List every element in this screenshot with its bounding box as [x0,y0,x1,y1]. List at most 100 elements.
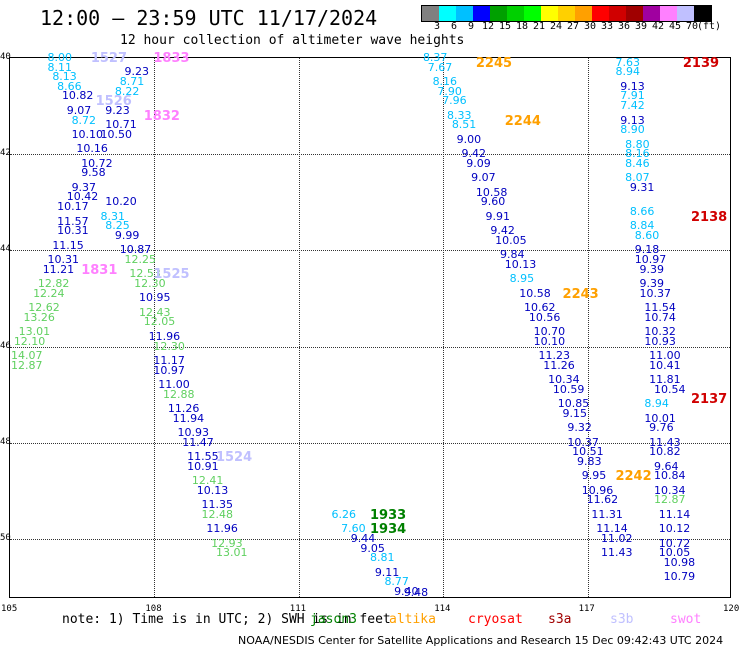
satellite-legend-item: s3a [548,612,572,627]
wave-height-value: 10.16 [76,142,108,156]
footer-note: note: 1) Time is in UTC; 2) SWH is in fe… [62,612,391,627]
wave-height-value: 10.34 [548,373,580,387]
color-scale-tick: (ft) [696,21,722,32]
wave-height-value: 10.58 [519,286,551,300]
pass-time-label: 2139 [682,55,720,71]
wave-height-value: 12.05 [143,315,176,329]
color-swatch [609,6,626,21]
wave-height-value: 9.76 [649,421,674,435]
color-swatch [473,6,490,21]
wave-height-value: 9.11 [374,565,400,579]
pass-time-label: 1934 [370,522,407,538]
wave-height-value: 7.96 [442,94,467,108]
wave-height-value: 10.13 [196,483,229,497]
color-scale-tick: 45 [668,21,682,32]
wave-height-value: 9.32 [567,421,592,435]
wave-height-value: 8.31 [100,209,125,223]
wave-height-value: 9.91 [485,209,511,223]
color-scale-tick: 12 [481,21,495,32]
wave-height-value: 12.87 [11,358,43,372]
wave-height-value: 8.95 [509,272,535,286]
color-scale-tick: 36 [617,21,631,32]
wave-height-value: 11.62 [586,493,619,507]
wave-height-value: 11.54 [644,301,676,315]
satellite-legend-item: swot [670,612,702,627]
wave-height-value: 8.11 [47,60,73,74]
wave-height-value: 11.21 [42,262,75,276]
wave-height-value: 9.95 [581,469,607,483]
wave-height-value: 12.62 [28,301,60,315]
pass-time-label: 2243 [562,286,599,302]
color-swatch [677,6,694,21]
wave-height-value: 10.12 [658,522,691,536]
wave-height-value: 12.30 [134,277,166,291]
wave-height-value: 10.58 [475,185,508,199]
color-scale-tick: 18 [515,21,529,32]
wave-height-value: 10.71 [105,118,137,132]
wave-height-value: 10.10 [71,127,104,141]
wave-height-value: 9.48 [403,586,429,599]
pass-time-label: 2242 [615,469,652,485]
wave-height-value: 8.90 [620,123,645,137]
wave-height-value: 11.81 [649,373,681,387]
lon-label: 111 [289,604,307,614]
wave-height-value: 8.72 [71,113,97,127]
wave-height-value: 8.13 [52,70,77,84]
map-title: 12:00 — 23:59 UTC 11/17/2024 [40,6,378,30]
lon-label: 108 [145,604,162,614]
pass-time-label: 1525 [153,267,190,283]
wave-height-value: 10.31 [47,252,80,266]
color-swatch [439,6,456,21]
lat-label: 48 [0,436,11,447]
lat-label: 44 [0,244,11,255]
wave-height-value: 9.07 [66,103,92,117]
wave-height-value: 11.15 [52,238,84,252]
map-subtitle: 12 hour collection of altimeter wave hei… [120,33,465,48]
color-swatch [422,6,439,21]
wave-height-value: 10.54 [653,382,686,396]
wave-height-value: 8.66 [57,79,82,93]
color-scale-tick: 9 [467,21,475,32]
wave-height-value: 12.24 [33,286,65,300]
wave-height-value: 11.43 [601,546,633,560]
wave-height-value: 13.01 [18,325,51,339]
wave-height-value: 8.16 [432,75,458,89]
lat-label: 46 [0,340,11,351]
lon-gridline [298,58,300,597]
wave-height-value: 10.05 [495,233,527,247]
wave-height-value: 10.13 [504,257,537,271]
wave-height-value: 9.39 [639,277,665,291]
satellite-legend-item: cryosat [468,612,523,627]
wave-height-value: 11.57 [57,214,89,228]
wave-height-value: 9.58 [81,166,106,180]
color-scale-tick: 3 [433,21,441,32]
wave-height-value: 10.72 [658,536,691,550]
wave-height-value: 11.94 [172,411,205,425]
wave-height-value: 8.94 [615,65,640,79]
wave-height-value: 10.82 [649,445,681,459]
wave-height-value: 10.34 [653,483,686,497]
wave-height-value: 8.66 [629,204,655,218]
wave-height-value: 10.17 [57,200,89,214]
wave-height-value: 10.59 [552,382,585,396]
wave-height-value: 10.72 [81,156,113,170]
lon-label: 117 [578,604,595,614]
pass-time-label: 1527 [90,51,127,66]
pass-time-label: 1933 [370,507,407,523]
wave-height-value: 12.30 [153,339,185,353]
wave-height-value: 11.43 [649,435,681,449]
color-swatch [541,6,558,21]
wave-height-value: 9.15 [562,406,588,420]
wave-height-value: 8.25 [105,219,130,233]
wave-height-value: 8.07 [625,171,650,185]
wave-height-value: 8.00 [47,51,73,64]
wave-height-value: 11.26 [167,402,200,416]
wave-height-value: 9.13 [620,113,645,127]
wave-height-value: 12.82 [37,277,70,291]
lon-gridline [443,58,445,597]
map-plot-area [9,57,731,598]
lat-gridline [10,250,730,252]
wave-height-value: 9.18 [634,243,660,257]
wave-height-value: 12.10 [13,334,46,348]
lon-gridline [587,58,589,597]
